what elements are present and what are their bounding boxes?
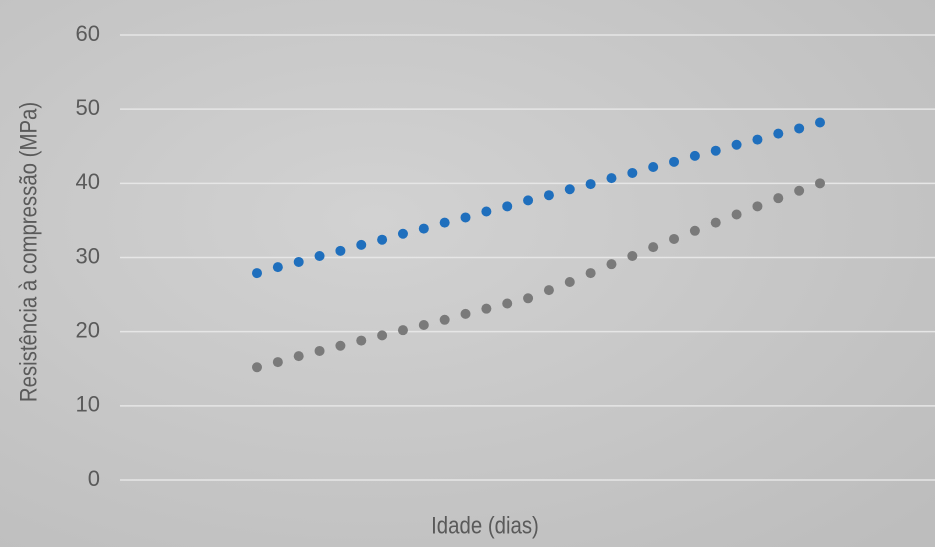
data-point bbox=[481, 303, 492, 314]
data-point bbox=[377, 234, 388, 245]
data-point bbox=[523, 195, 534, 206]
y-axis-label: Resistência à compressão (MPa) bbox=[15, 102, 42, 402]
data-point bbox=[418, 223, 429, 234]
data-point bbox=[606, 259, 617, 270]
data-point bbox=[794, 123, 805, 134]
data-point bbox=[585, 179, 596, 190]
data-point bbox=[481, 206, 492, 217]
data-point bbox=[252, 362, 262, 373]
data-point bbox=[815, 117, 825, 128]
data-point bbox=[397, 325, 408, 336]
data-point bbox=[293, 351, 304, 362]
data-point bbox=[627, 167, 638, 178]
data-point bbox=[648, 162, 659, 173]
data-point bbox=[543, 285, 554, 296]
data-point bbox=[731, 209, 742, 220]
data-point bbox=[710, 217, 721, 228]
data-point bbox=[669, 156, 680, 167]
data-point bbox=[648, 242, 659, 253]
data-point bbox=[585, 268, 596, 279]
data-point bbox=[314, 345, 325, 356]
data-point bbox=[356, 335, 367, 346]
data-point bbox=[272, 357, 283, 368]
data-point bbox=[752, 201, 763, 212]
y-tick-label: 40 bbox=[76, 169, 100, 194]
data-point bbox=[335, 245, 346, 256]
data-point bbox=[502, 201, 513, 212]
data-point bbox=[356, 239, 367, 250]
data-point bbox=[669, 233, 680, 244]
data-point bbox=[418, 319, 429, 330]
data-point bbox=[710, 145, 721, 156]
data-point bbox=[773, 128, 784, 139]
data-point bbox=[460, 212, 471, 223]
y-tick-label: 10 bbox=[76, 392, 100, 417]
data-point bbox=[606, 173, 617, 184]
data-point bbox=[564, 184, 575, 195]
data-point bbox=[314, 251, 325, 262]
data-point bbox=[689, 225, 700, 236]
data-point bbox=[335, 340, 346, 351]
data-point bbox=[564, 276, 575, 287]
data-point bbox=[293, 256, 304, 267]
x-axis-label: Idade (dias) bbox=[431, 512, 539, 539]
data-point bbox=[439, 217, 450, 228]
y-tick-label: 0 bbox=[88, 466, 100, 491]
data-point bbox=[502, 298, 513, 309]
y-tick-label: 30 bbox=[76, 243, 100, 268]
data-point bbox=[439, 314, 450, 325]
data-point bbox=[773, 193, 784, 204]
data-point bbox=[543, 190, 554, 201]
y-tick-label: 60 bbox=[76, 21, 100, 46]
data-point bbox=[397, 228, 408, 239]
data-point bbox=[377, 330, 388, 341]
data-point bbox=[252, 268, 262, 279]
data-point bbox=[794, 185, 805, 196]
data-point bbox=[272, 262, 283, 273]
data-point bbox=[523, 293, 534, 304]
data-point bbox=[815, 178, 825, 189]
data-point bbox=[627, 251, 638, 262]
data-point bbox=[460, 308, 471, 319]
y-tick-label: 20 bbox=[76, 317, 100, 342]
data-point bbox=[689, 150, 700, 161]
data-point bbox=[752, 134, 763, 145]
data-point bbox=[731, 139, 742, 150]
y-tick-label: 50 bbox=[76, 95, 100, 120]
